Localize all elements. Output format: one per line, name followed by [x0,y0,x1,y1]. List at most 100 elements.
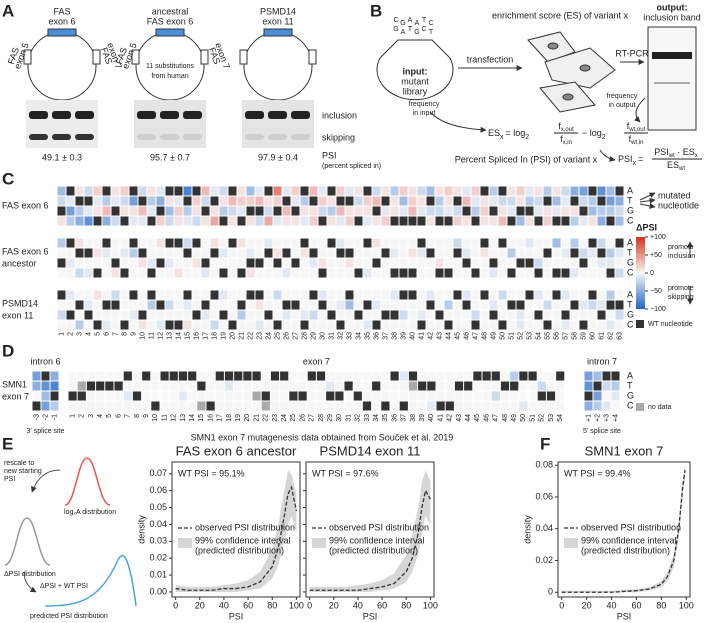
heat-cell [381,216,390,226]
heat-cell [579,310,588,320]
heat-cell [246,320,255,330]
heat-cell [498,290,507,300]
heat-cell [255,268,264,278]
arrow [634,97,646,123]
heat-cell [471,310,480,320]
heat-cell [417,186,426,196]
nucleotide-label: A [627,370,633,380]
wt-cell [593,381,602,391]
wt-cell [408,371,418,381]
position-label: 61 [598,332,605,340]
wt-cell [426,300,435,310]
position-label: 38 [391,332,398,340]
heat-cell [602,391,611,401]
heat-cell [381,381,390,391]
heat-cell [280,391,289,401]
x-tick-label: 20 [582,600,592,610]
heat-cell [188,381,197,391]
heat-cell [327,206,336,216]
position-label: 39 [400,332,407,340]
heat-cell [516,320,525,330]
heat-cell [246,216,255,226]
heat-cell [480,196,489,206]
heat-cell [84,320,93,330]
heat-cell [611,381,620,391]
heat-cell [219,290,228,300]
position-label: 19 [220,332,227,340]
splice-site-label: 3' splice site [27,428,65,435]
heat-cell [537,401,546,411]
heat-cell [593,371,602,381]
wt-cell [169,371,178,381]
wt-cell [584,391,593,401]
heat-cell [588,300,597,310]
heat-cell [192,300,201,310]
heat-cell [381,300,390,310]
heat-cell [188,391,197,401]
heat-cell [445,381,454,391]
position-label: 16 [193,332,200,340]
position-label: 24 [281,414,288,422]
heat-cell [471,300,480,310]
position-label: 53 [548,414,555,422]
position-label: 4 [85,332,92,336]
heat-cell [507,196,516,206]
wt-cell [363,186,372,196]
position-label: 22 [247,332,254,340]
wt-cell [57,206,66,216]
legend-tick-label: +100 [650,234,666,241]
position-label: 53 [526,332,533,340]
es-formula: − log2 [582,128,606,140]
wt-cell [399,290,408,300]
heat-cell [381,320,390,330]
heat-cell [138,216,147,226]
wt-cell [336,248,345,258]
wt-cell [246,206,255,216]
heat-cell [561,258,570,268]
heat-cell [362,381,372,391]
heat-cell [66,248,75,258]
heat-cell [570,238,579,248]
heat-cell [291,310,300,320]
heat-cell [174,196,183,206]
heat-cell [507,258,516,268]
wt-cell [473,371,482,381]
wt-cell [372,206,381,216]
heat-cell [345,310,354,320]
heat-cell [138,320,147,330]
position-label: 56 [553,332,560,340]
heat-cell [234,381,243,391]
heat-cell [307,381,316,391]
x-tick-label: 100 [423,600,438,610]
heat-cell [129,206,138,216]
heat-cell [525,268,534,278]
wt-cell [120,216,129,226]
heat-cell [525,196,534,206]
heat-cell [480,300,489,310]
legend-label: observed PSI distribution [581,522,681,532]
heat-cell [219,186,228,196]
heat-cell [156,186,165,196]
heat-cell [552,310,561,320]
wt-cell [462,206,471,216]
schematic-label: PSI [4,476,15,483]
wt-cell [273,320,282,330]
heat-cell [201,216,210,226]
heat-cell [57,310,66,320]
heat-cell [165,300,174,310]
heat-cell [147,248,156,258]
position-label: 49 [490,332,497,340]
heat-cell [418,371,427,381]
heat-cell [174,206,183,216]
position-label: 32 [337,332,344,340]
heat-cell [120,258,129,268]
heat-cell [482,381,491,391]
heat-cell [435,196,444,206]
wt-cell [228,186,237,196]
heat-cell [147,186,156,196]
wt-cell [556,371,565,381]
heat-cell [201,186,210,196]
mutated-label: nucleotide [658,200,699,210]
exon-box [200,49,209,65]
nucleotide-label: A [627,289,633,299]
